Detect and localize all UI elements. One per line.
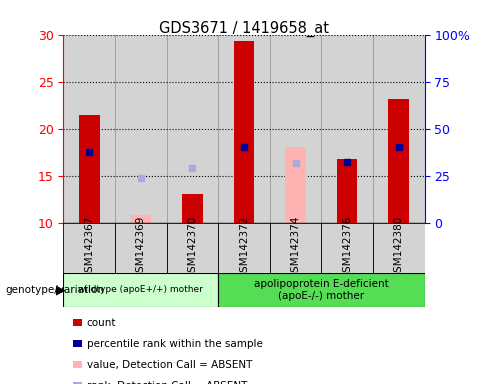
- Bar: [182, 194, 203, 223]
- Bar: [337, 159, 358, 223]
- Bar: [63, 35, 115, 223]
- Text: count: count: [87, 318, 116, 328]
- Bar: [388, 99, 409, 223]
- Bar: [285, 147, 306, 223]
- Bar: [115, 223, 166, 273]
- Bar: [322, 35, 373, 223]
- Bar: [115, 35, 166, 223]
- Bar: [218, 223, 270, 273]
- Bar: [270, 35, 322, 223]
- Bar: [166, 35, 218, 223]
- Text: GSM142374: GSM142374: [290, 216, 301, 280]
- Text: GSM142372: GSM142372: [239, 216, 249, 280]
- Bar: [166, 223, 218, 273]
- Bar: [218, 273, 425, 307]
- Text: apolipoprotein E-deficient
(apoE-/-) mother: apolipoprotein E-deficient (apoE-/-) mot…: [254, 279, 389, 301]
- Text: GSM142367: GSM142367: [84, 216, 94, 280]
- Bar: [373, 223, 425, 273]
- Text: GSM142369: GSM142369: [136, 216, 146, 280]
- Bar: [270, 223, 322, 273]
- Bar: [63, 223, 115, 273]
- Text: rank, Detection Call = ABSENT: rank, Detection Call = ABSENT: [87, 381, 247, 384]
- Text: GSM142376: GSM142376: [342, 216, 352, 280]
- Text: value, Detection Call = ABSENT: value, Detection Call = ABSENT: [87, 360, 252, 370]
- Text: GDS3671 / 1419658_at: GDS3671 / 1419658_at: [159, 21, 329, 37]
- Text: genotype/variation: genotype/variation: [5, 285, 104, 295]
- Text: GSM142380: GSM142380: [394, 216, 404, 279]
- Text: GSM142370: GSM142370: [187, 216, 198, 279]
- Bar: [130, 215, 151, 223]
- Bar: [234, 41, 254, 223]
- Bar: [322, 223, 373, 273]
- Bar: [218, 35, 270, 223]
- Bar: [63, 273, 218, 307]
- Bar: [79, 114, 100, 223]
- Bar: [373, 35, 425, 223]
- Text: wildtype (apoE+/+) mother: wildtype (apoE+/+) mother: [79, 285, 203, 295]
- Text: ▶: ▶: [56, 283, 66, 296]
- Text: percentile rank within the sample: percentile rank within the sample: [87, 339, 263, 349]
- Bar: [182, 194, 203, 223]
